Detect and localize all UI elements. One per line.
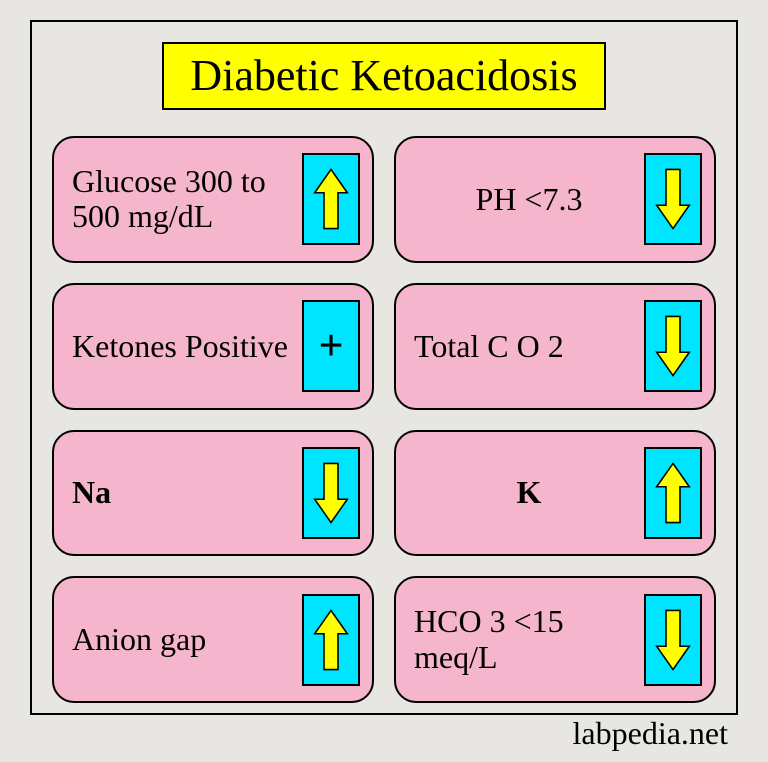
arrow-down-icon bbox=[652, 160, 694, 238]
arrow-down-icon bbox=[652, 601, 694, 679]
card-label: Total C O 2 bbox=[414, 329, 644, 364]
lab-value-card: PH <7.3 bbox=[394, 136, 716, 263]
card-label: Anion gap bbox=[72, 622, 302, 657]
lab-value-card: Ketones Positive + bbox=[52, 283, 374, 410]
indicator-box bbox=[302, 594, 360, 686]
card-label: Glucose 300 to 500 mg/dL bbox=[72, 164, 302, 234]
arrow-up-icon bbox=[652, 454, 694, 532]
plus-icon: + bbox=[318, 324, 343, 368]
indicator-box bbox=[302, 153, 360, 245]
lab-value-card: Total C O 2 bbox=[394, 283, 716, 410]
card-label: Ketones Positive bbox=[72, 329, 302, 364]
indicator-box bbox=[644, 300, 702, 392]
card-label: HCO 3 <15 meq/L bbox=[414, 604, 644, 674]
arrow-up-icon bbox=[310, 601, 352, 679]
indicator-box bbox=[644, 153, 702, 245]
attribution-text: labpedia.net bbox=[573, 715, 728, 752]
lab-value-card: Glucose 300 to 500 mg/dL bbox=[52, 136, 374, 263]
indicator-box bbox=[644, 594, 702, 686]
indicator-box bbox=[302, 447, 360, 539]
title-box: Diabetic Ketoacidosis bbox=[162, 42, 605, 110]
card-label: K bbox=[414, 475, 644, 510]
lab-value-card: K bbox=[394, 430, 716, 557]
lab-value-card: Anion gap bbox=[52, 576, 374, 703]
title-text: Diabetic Ketoacidosis bbox=[190, 51, 577, 100]
card-grid: Glucose 300 to 500 mg/dL PH <7.3 Ketones P… bbox=[52, 136, 716, 703]
diagram-frame: Diabetic Ketoacidosis Glucose 300 to 500… bbox=[30, 20, 738, 715]
card-label: PH <7.3 bbox=[414, 182, 644, 217]
indicator-box bbox=[644, 447, 702, 539]
lab-value-card: Na bbox=[52, 430, 374, 557]
arrow-down-icon bbox=[652, 307, 694, 385]
arrow-up-icon bbox=[310, 160, 352, 238]
arrow-down-icon bbox=[310, 454, 352, 532]
lab-value-card: HCO 3 <15 meq/L bbox=[394, 576, 716, 703]
indicator-box: + bbox=[302, 300, 360, 392]
card-label: Na bbox=[72, 475, 302, 510]
